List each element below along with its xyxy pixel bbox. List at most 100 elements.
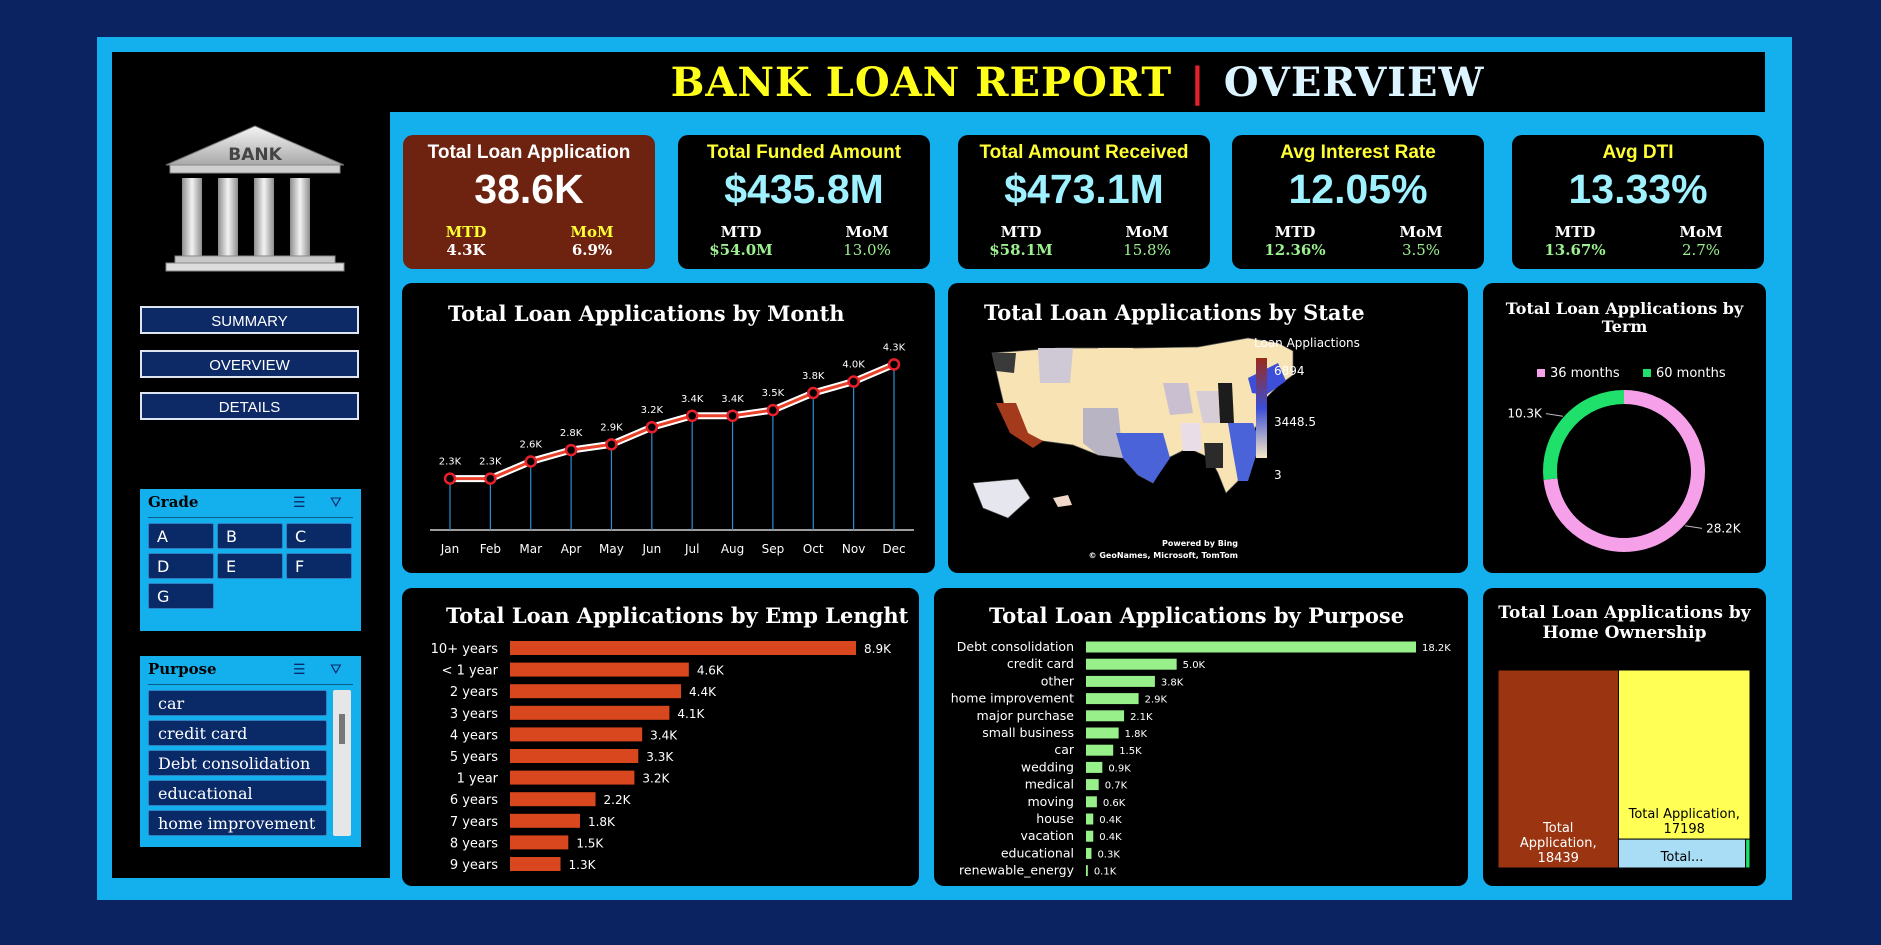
kpi-total-loan-applications: Total Loan Application 38.6K MTD 4.3K MoM…: [403, 135, 655, 269]
home-ownership-chart-card: Total Loan Applications by Home Ownershi…: [1483, 588, 1766, 886]
leader-line: [1685, 525, 1703, 529]
kpi-mom-value: 15.8%: [1123, 241, 1171, 259]
purpose-chart-title: Total Loan Applications by Purpose: [989, 603, 1405, 628]
kpi-label: Total Amount Received: [979, 142, 1189, 163]
grade-option[interactable]: G: [148, 583, 214, 609]
data-label: 0.3K: [1097, 849, 1120, 860]
kpi-mtd-label: MTD: [445, 223, 487, 241]
category-label: moving: [1027, 794, 1074, 809]
treemap-cell: [1745, 838, 1751, 869]
x-tick-label: Mar: [519, 542, 542, 556]
x-tick-label: May: [599, 542, 624, 556]
grade-option[interactable]: F: [286, 553, 352, 579]
cell-label-line: Total Application,: [1628, 807, 1740, 822]
data-label: 0.4K: [1099, 815, 1122, 826]
x-tick-label: Oct: [803, 542, 824, 556]
bar: [510, 705, 670, 720]
cell-label-line: Application,: [1520, 836, 1597, 851]
x-tick-label: Aug: [721, 542, 744, 556]
data-point: [605, 438, 618, 451]
bar: [510, 857, 561, 871]
data-label: 3.2K: [641, 405, 664, 416]
category-label: 10+ years: [431, 642, 499, 657]
bank-logo: BANK: [165, 125, 345, 272]
data-label: 1.8K: [588, 815, 616, 829]
kpi-total-funded-amount: Total Funded Amount $435.8M MTD $54.0M Mo…: [678, 135, 930, 269]
report-title: BANK LOAN REPORT: [670, 58, 1173, 106]
data-point: [887, 358, 901, 371]
purpose-option[interactable]: credit card: [148, 720, 327, 746]
category-label: 9 years: [450, 858, 498, 873]
bar: [510, 813, 580, 828]
data-label: 0.6K: [1103, 798, 1126, 809]
multi-select-icon[interactable]: ☰: [293, 494, 306, 510]
treemap-cell: [1617, 838, 1747, 869]
grade-slicer-title: Grade: [148, 493, 199, 511]
data-label: 3.8K: [1161, 677, 1184, 688]
data-label: 2.6K: [519, 439, 542, 450]
bar: [1086, 761, 1103, 773]
category-label: home improvement: [951, 691, 1074, 706]
purpose-option[interactable]: home improvement: [148, 810, 327, 836]
summary-button[interactable]: SUMMARY: [140, 306, 359, 334]
kpi-mom-label: MoM: [1399, 223, 1443, 241]
data-label: 0.7K: [1105, 781, 1128, 792]
cell-label-line: 18439: [1538, 851, 1579, 866]
data-point: [685, 409, 699, 423]
bar: [1086, 813, 1094, 825]
category-label: small business: [982, 725, 1074, 740]
emp-length-chart-title: Total Loan Applications by Emp Lenght: [446, 603, 909, 628]
data-label: 10.3K: [1507, 407, 1543, 421]
page-title: BANK LOAN REPORT | OVERVIEW: [390, 52, 1765, 112]
data-point: [726, 409, 739, 423]
bar: [510, 684, 682, 699]
kpi-mom-value: 3.5%: [1401, 241, 1441, 259]
bar: [1086, 865, 1088, 877]
category-label: 8 years: [450, 836, 498, 851]
category-label: 5 years: [450, 750, 498, 765]
grade-slicer: Grade ☰ ⛛ A B C D E F G: [140, 489, 361, 631]
slicer-scrollbar[interactable]: [333, 690, 351, 836]
kpi-label: Avg DTI: [1602, 142, 1674, 163]
clear-filter-icon[interactable]: ⛛: [330, 661, 342, 677]
state-map-title: Total Loan Applications by State: [984, 300, 1365, 325]
grade-option[interactable]: A: [148, 523, 214, 549]
clear-filter-icon[interactable]: ⛛: [330, 494, 342, 510]
purpose-option[interactable]: educational: [148, 780, 327, 806]
kpi-mtd-label: MTD: [1274, 223, 1316, 241]
bar: [510, 770, 635, 785]
donut-slice: [1543, 390, 1705, 552]
data-label: 1.5K: [576, 836, 604, 850]
scrollbar-thumb[interactable]: [339, 714, 345, 744]
kpi-mtd-value: 13.67%: [1544, 241, 1606, 259]
grade-option[interactable]: C: [286, 523, 352, 549]
term-donut-chart: 36 months 60 months 28.2K 10.3K: [1507, 366, 1742, 552]
category-label: educational: [1001, 845, 1074, 860]
map-credit-bing: Powered by Bing: [1162, 539, 1238, 548]
purpose-option[interactable]: car: [148, 690, 327, 716]
kpi-mom-label: MoM: [1125, 223, 1169, 241]
kpi-mtd-label: MTD: [1000, 223, 1042, 241]
purpose-slicer: Purpose ☰ ⛛ car credit card Debt consoli…: [140, 656, 361, 847]
kpi-mom-label: MoM: [570, 223, 614, 241]
overview-button[interactable]: OVERVIEW: [140, 350, 359, 378]
legend-title: Loan Appliactions: [1254, 336, 1360, 350]
grade-option[interactable]: E: [217, 553, 283, 579]
us-map-shape: [972, 337, 1294, 519]
bar: [510, 792, 596, 807]
details-button[interactable]: DETAILS: [140, 392, 359, 420]
data-label: 1.5K: [1119, 746, 1142, 757]
purpose-option[interactable]: Debt consolidation: [148, 750, 327, 776]
category-label: 2 years: [450, 685, 498, 700]
kpi-mom-value: 6.9%: [571, 241, 613, 259]
data-label: 1.8K: [1125, 729, 1148, 740]
data-label: 5.0K: [1183, 660, 1206, 671]
x-tick-label: Feb: [480, 542, 501, 556]
kpi-mom-label: MoM: [1679, 223, 1723, 241]
multi-select-icon[interactable]: ☰: [293, 661, 306, 677]
data-label: 2.9K: [600, 422, 623, 433]
bar: [510, 641, 856, 655]
category-label: house: [1036, 811, 1074, 826]
grade-option[interactable]: D: [148, 553, 214, 579]
grade-option[interactable]: B: [217, 523, 283, 549]
